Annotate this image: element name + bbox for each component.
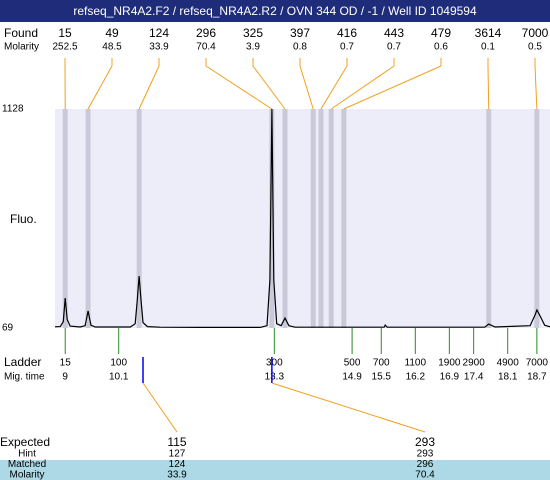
found-label: Found xyxy=(4,26,38,40)
found-molarity: 48.5 xyxy=(102,42,122,53)
ladder-size: 300 xyxy=(266,358,283,369)
leader-line xyxy=(205,65,273,110)
peak-band xyxy=(85,109,91,328)
row-value: 70.4 xyxy=(415,470,435,480)
ladder-time: 17.4 xyxy=(464,372,484,383)
peak-band xyxy=(269,109,275,328)
ladder-size: 700 xyxy=(373,358,390,369)
leader-line xyxy=(271,382,426,433)
found-molarity: 33.9 xyxy=(149,42,169,53)
title-bar xyxy=(0,0,550,22)
found-size: 416 xyxy=(337,26,357,40)
found-size: 49 xyxy=(105,26,119,40)
ladder-time: 15.5 xyxy=(372,372,392,383)
found-molarity: 0.8 xyxy=(293,42,307,53)
ladder-size: 500 xyxy=(344,358,361,369)
ladder-time: 16.2 xyxy=(406,372,426,383)
peak-band xyxy=(282,109,288,328)
row-value: 127 xyxy=(169,449,186,460)
peak-band xyxy=(318,109,324,328)
row-label: Hint xyxy=(18,449,36,460)
ladder-time: 9 xyxy=(62,372,68,383)
row-value: 296 xyxy=(417,459,434,470)
row-value: 124 xyxy=(169,459,186,470)
found-molarity: 252.5 xyxy=(52,42,77,53)
ladder-size: 15 xyxy=(60,358,72,369)
plot-area xyxy=(55,109,550,328)
leader-line xyxy=(252,65,286,110)
row-value: 293 xyxy=(417,449,434,460)
leader-line xyxy=(87,65,113,110)
ladder-time: 18.1 xyxy=(498,372,518,383)
leader-line xyxy=(330,65,395,110)
peak-band xyxy=(341,109,347,328)
ladder-time: 18.7 xyxy=(527,372,547,383)
expected-size: 115 xyxy=(167,435,186,449)
y-tick-label: 69 xyxy=(2,323,14,334)
row-value: 33.9 xyxy=(167,470,187,480)
leader-line xyxy=(142,382,178,433)
found-molarity: 0.5 xyxy=(528,42,542,53)
ladder-size: 7000 xyxy=(526,358,549,369)
chart-title: refseq_NR4A2.F2 / refseq_NR4A2.R2 / OVN … xyxy=(73,4,477,18)
found-molarity: 0.7 xyxy=(387,42,401,53)
found-size: 325 xyxy=(243,26,263,40)
leader-line xyxy=(299,65,314,110)
found-size: 15 xyxy=(58,26,72,40)
ladder-time: 10.1 xyxy=(109,372,129,383)
peak-band xyxy=(136,109,142,328)
leader-line xyxy=(343,65,442,110)
ladder-time: 16.9 xyxy=(440,372,460,383)
peak-band xyxy=(310,109,316,328)
found-size: 479 xyxy=(431,26,451,40)
molarity-label: Molarity xyxy=(4,42,39,53)
ladder-size: 100 xyxy=(110,358,127,369)
trace xyxy=(54,108,550,328)
ladder-label: Ladder xyxy=(4,355,41,369)
found-molarity: 70.4 xyxy=(196,42,216,53)
ladder-time: 14.9 xyxy=(342,372,362,383)
peak-band xyxy=(534,109,540,328)
row-label: Molarity xyxy=(9,470,44,480)
found-size: 443 xyxy=(384,26,404,40)
found-molarity: 0.7 xyxy=(340,42,354,53)
found-molarity: 0.6 xyxy=(434,42,448,53)
peak-band xyxy=(62,109,68,328)
found-size: 7000 xyxy=(522,26,549,40)
y-tick-label: 1128 xyxy=(2,104,24,115)
found-size: 124 xyxy=(149,26,169,40)
expected-size: 293 xyxy=(415,435,435,449)
found-molarity: 3.9 xyxy=(246,42,260,53)
ladder-size: 2900 xyxy=(463,358,486,369)
found-size: 296 xyxy=(196,26,216,40)
ladder-size: 4900 xyxy=(497,358,520,369)
y-axis-label: Fluo. xyxy=(10,212,37,226)
peak-band xyxy=(486,109,492,328)
ladder-size: 1100 xyxy=(405,358,427,369)
table-highlight xyxy=(0,460,550,480)
found-size: 397 xyxy=(290,26,310,40)
expected-label: Expected xyxy=(0,435,50,449)
leader-line xyxy=(534,65,538,110)
ladder-size: 1900 xyxy=(438,358,461,369)
found-molarity: 0.1 xyxy=(481,42,495,53)
peak-band xyxy=(328,109,334,328)
found-size: 3614 xyxy=(475,26,502,40)
leader-line xyxy=(138,65,160,110)
leader-line xyxy=(487,65,490,110)
row-label: Matched xyxy=(8,459,46,470)
ladder-time: 13.3 xyxy=(265,372,285,383)
leader-line xyxy=(320,65,348,110)
mig-time-label: Mig. time xyxy=(4,372,45,383)
